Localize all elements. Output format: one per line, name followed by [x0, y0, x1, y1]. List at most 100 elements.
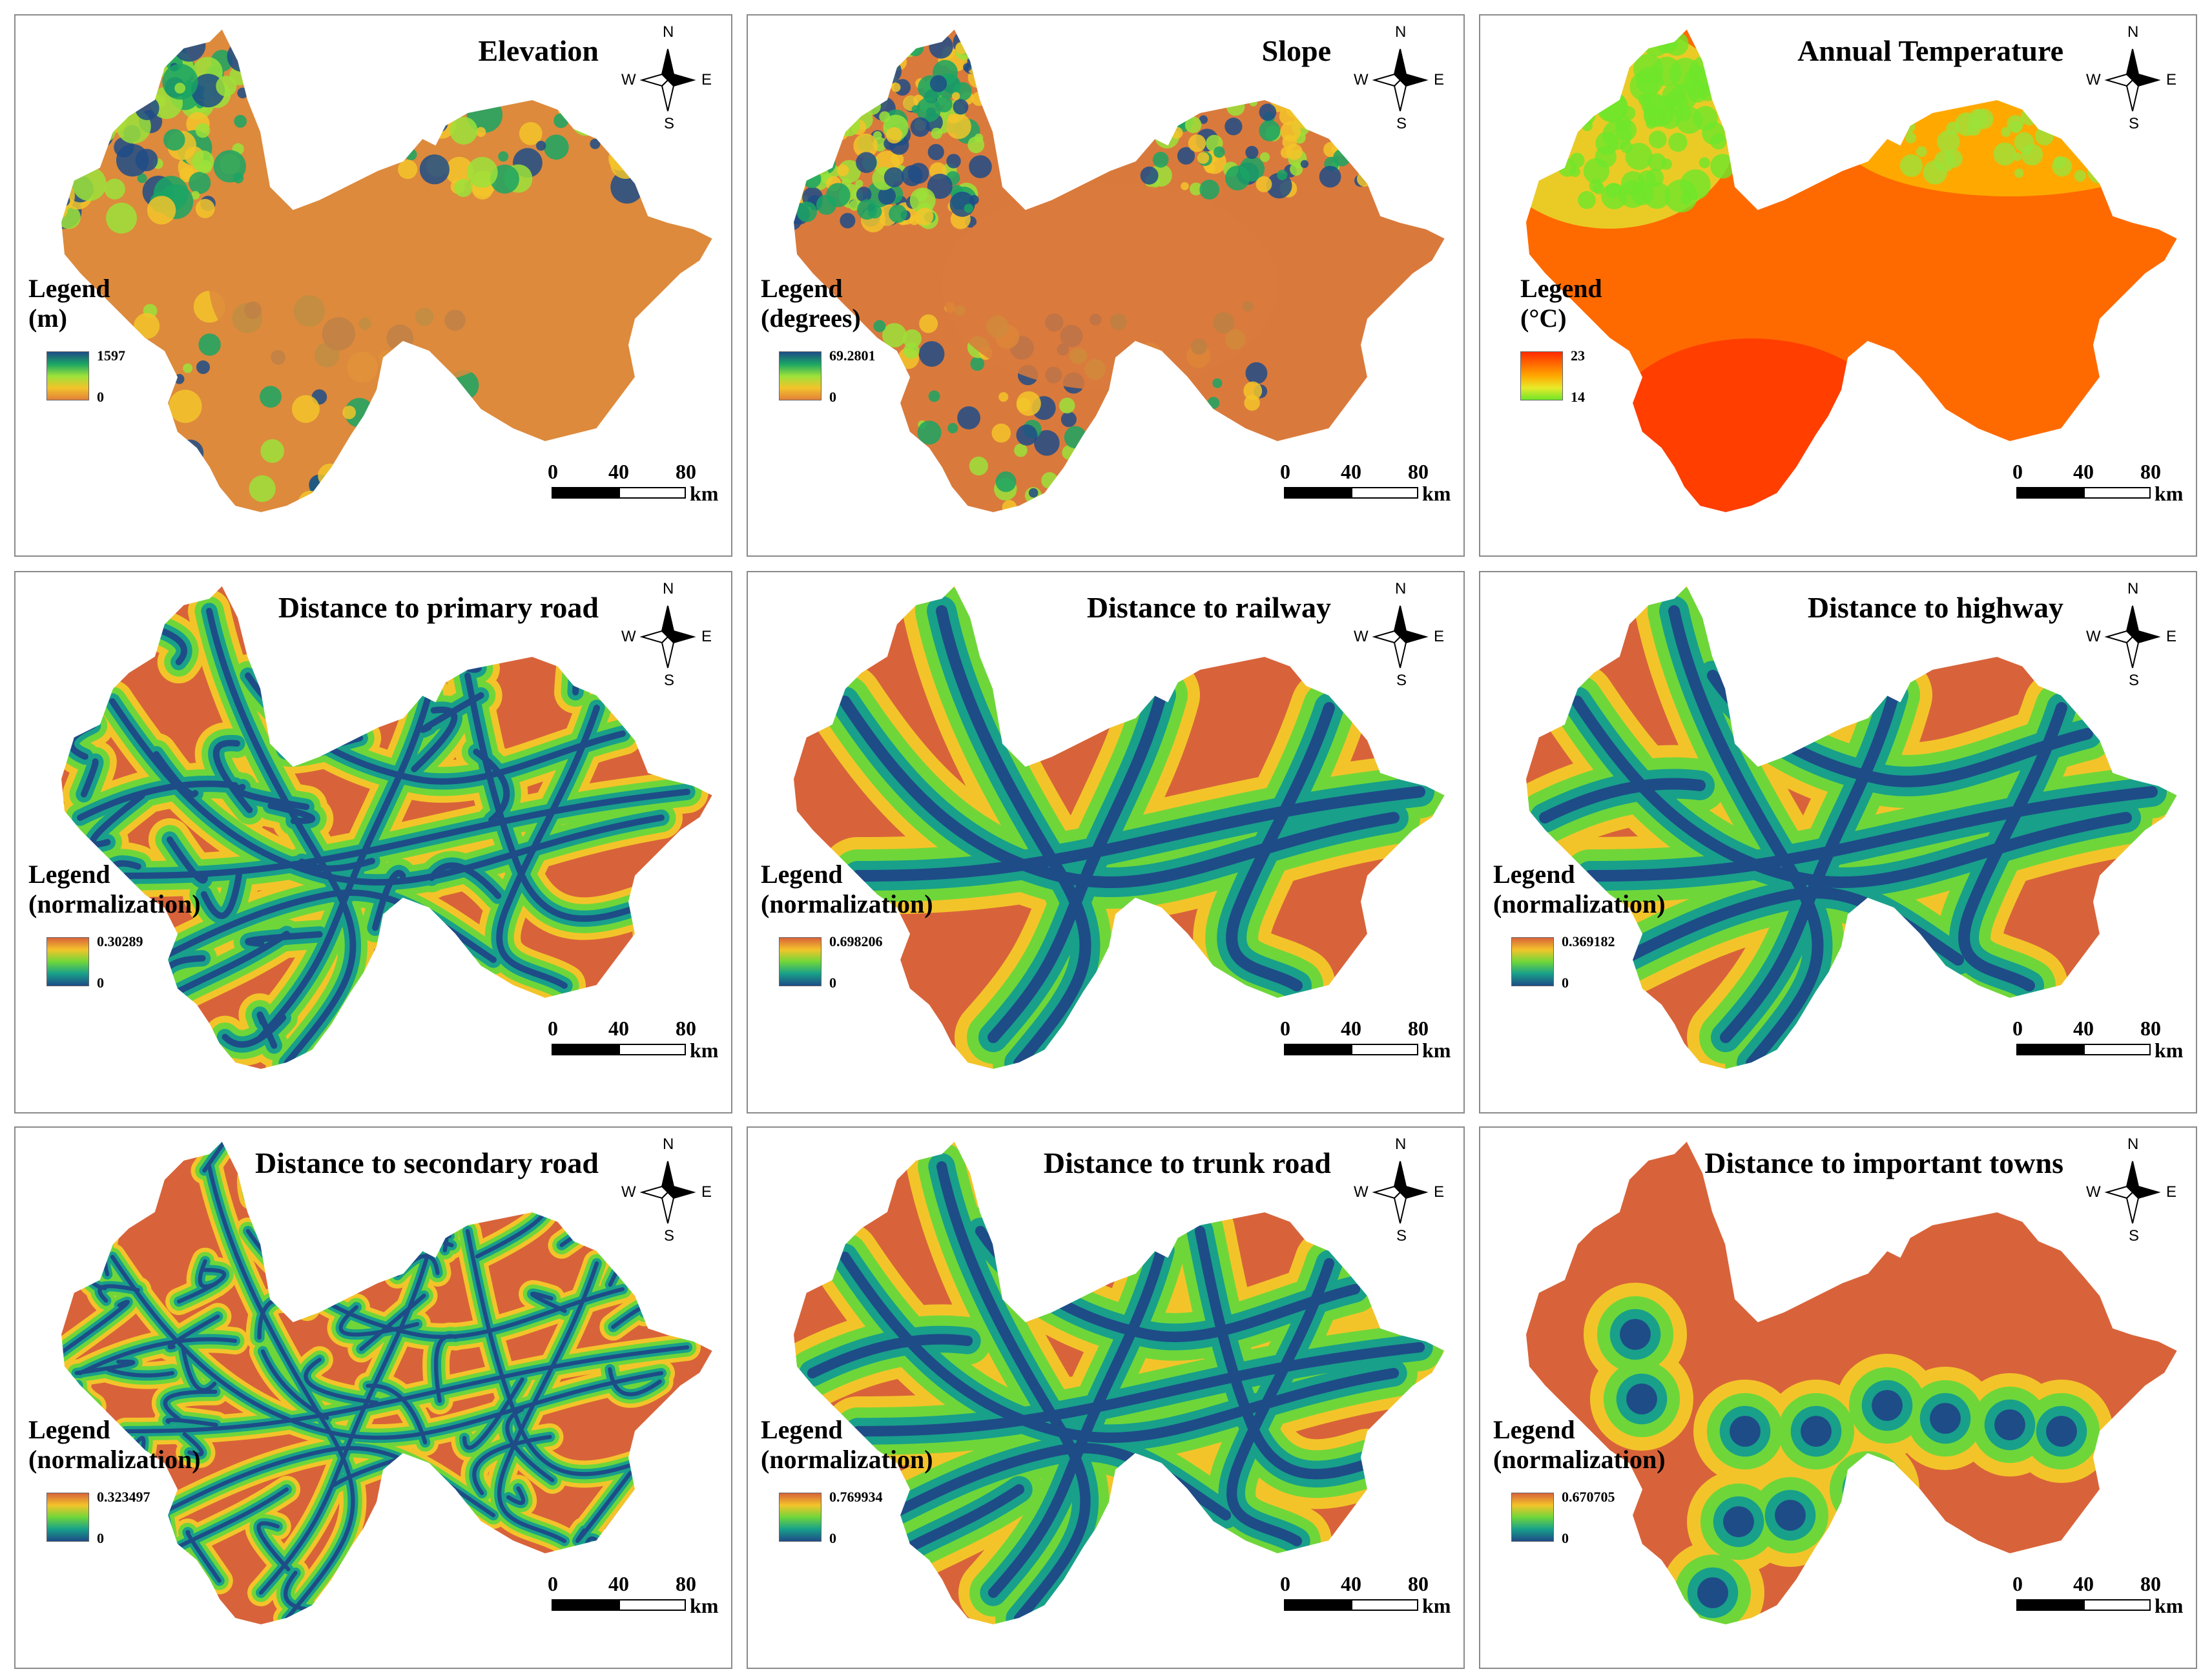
scale-bar: 0 40 80 km [2012, 460, 2196, 505]
north-arrow-icon [1372, 48, 1429, 112]
scale-tick-0: 0 [548, 1572, 558, 1595]
map-panel: Distance to trunk road Legend (normalizati… [747, 1126, 1465, 1669]
compass-west-label: W [1354, 1183, 1369, 1201]
scale-bar: 0 40 80 km [1280, 460, 1463, 505]
scale-unit: km [1422, 1594, 1451, 1617]
compass-rose: N S W E [2086, 1135, 2176, 1245]
compass-south-label: S [2129, 672, 2140, 689]
compass-east-label: E [701, 628, 712, 645]
scale-tick-0: 0 [2012, 1017, 2023, 1040]
legend-unit: (°C) [1520, 304, 1567, 333]
scale-tick-80: 80 [2140, 460, 2161, 483]
scale-bar: 0 40 80 km [1280, 1572, 1463, 1617]
scale-unit: km [1422, 1039, 1451, 1062]
legend-max-value: 0.30289 [97, 933, 143, 949]
map-image [792, 27, 1447, 514]
map-image [59, 27, 714, 514]
region-outline [1524, 584, 2179, 1071]
panel-title: Distance to highway [1807, 591, 2063, 624]
panel-title: Distance to primary road [278, 591, 599, 624]
north-arrow-icon [639, 48, 696, 112]
scale-unit: km [2155, 482, 2184, 505]
north-arrow-icon [639, 605, 696, 668]
scale-tick-80: 80 [676, 1017, 696, 1040]
legend-max-value: 23 [1571, 347, 1585, 364]
legend-unit: (normalization) [761, 889, 933, 918]
region-outline [1524, 27, 2179, 514]
compass-north-label: N [1395, 580, 1407, 597]
legend-unit: (normalization) [28, 1445, 201, 1474]
compass-south-label: S [1396, 672, 1407, 689]
map-panel: Distance to primary road Legend (normaliza… [14, 571, 732, 1113]
scale-segment-black [2016, 487, 2083, 499]
compass-rose: N S W E [2086, 580, 2176, 689]
region-outline [59, 27, 714, 514]
scale-segment-white [2083, 1044, 2151, 1055]
legend-min-value: 0 [829, 389, 836, 405]
legend-color-ramp [1511, 1493, 1554, 1542]
legend-unit: (normalization) [28, 889, 201, 918]
map-panel: Distance to railway Legend (normalization)… [747, 571, 1465, 1113]
legend-unit: (m) [28, 304, 67, 333]
scale-unit: km [690, 482, 719, 505]
legend-max-value: 0.698206 [829, 933, 883, 949]
legend-color-ramp [47, 1493, 89, 1542]
legend-title: Legend [1493, 1415, 1575, 1444]
compass-west-label: W [1354, 628, 1369, 645]
legend-max-value: 0.323497 [97, 1489, 150, 1505]
scale-unit: km [2155, 1039, 2184, 1062]
compass-west-label: W [2086, 1183, 2101, 1201]
legend-title: Legend [28, 274, 110, 303]
region-outline [59, 1139, 714, 1626]
scale-unit: km [690, 1594, 719, 1617]
scale-tick-0: 0 [1280, 460, 1290, 483]
compass-west-label: W [2086, 628, 2101, 645]
legend-color-ramp [779, 1493, 822, 1542]
compass-south-label: S [1396, 115, 1407, 132]
scale-tick-40: 40 [2073, 1572, 2094, 1595]
legend-min-value: 0 [97, 389, 104, 405]
north-arrow-icon [2104, 605, 2161, 668]
scale-tick-40: 40 [1341, 460, 1361, 483]
scale-tick-0: 0 [2012, 460, 2023, 483]
scale-tick-40: 40 [608, 460, 629, 483]
scale-unit: km [690, 1039, 719, 1062]
scale-tick-80: 80 [2140, 1017, 2161, 1040]
scale-tick-40: 40 [1341, 1572, 1361, 1595]
scale-segment-black [2016, 1599, 2083, 1611]
legend-color-ramp [779, 937, 822, 986]
scale-segment-black [552, 487, 619, 499]
compass-rose: N S W E [1354, 1135, 1444, 1245]
scale-tick-80: 80 [2140, 1572, 2161, 1595]
compass-east-label: E [1434, 1183, 1445, 1201]
map-panel: Distance to secondary road Legend (normali… [14, 1126, 732, 1669]
compass-south-label: S [664, 1227, 675, 1245]
compass-north-label: N [2127, 580, 2139, 597]
map-panel: Elevation Legend (m) 1597 0 N S W E 0 40 80 km [14, 14, 732, 557]
compass-east-label: E [2166, 628, 2177, 645]
legend-unit: (degrees) [761, 304, 861, 333]
map-image [792, 1139, 1447, 1626]
legend-title: Legend [1493, 860, 1575, 889]
scale-segment-white [619, 1599, 686, 1611]
compass-east-label: E [701, 1183, 712, 1201]
legend-unit: (normalization) [1493, 889, 1666, 918]
scale-tick-0: 0 [548, 1017, 558, 1040]
compass-west-label: W [2086, 71, 2101, 88]
legend-title: Legend [761, 1415, 843, 1444]
map-image [1524, 1139, 2179, 1626]
map-panel: Distance to highway Legend (normalization)… [1479, 571, 2197, 1113]
region-outline [792, 584, 1447, 1071]
legend-title: Legend [28, 860, 110, 889]
north-arrow-icon [1372, 1161, 1429, 1224]
scale-segment-black [552, 1044, 619, 1055]
scale-tick-0: 0 [1280, 1572, 1290, 1595]
legend-unit: (normalization) [761, 1445, 933, 1474]
scale-bar: 0 40 80 km [2012, 1572, 2196, 1617]
panel-title: Distance to railway [1086, 591, 1331, 624]
panel-title: Distance to important towns [1704, 1146, 2063, 1179]
north-arrow-icon [2104, 48, 2161, 112]
compass-rose: N S W E [1354, 580, 1444, 689]
scale-segment-white [1351, 487, 1418, 499]
compass-north-label: N [663, 23, 674, 41]
